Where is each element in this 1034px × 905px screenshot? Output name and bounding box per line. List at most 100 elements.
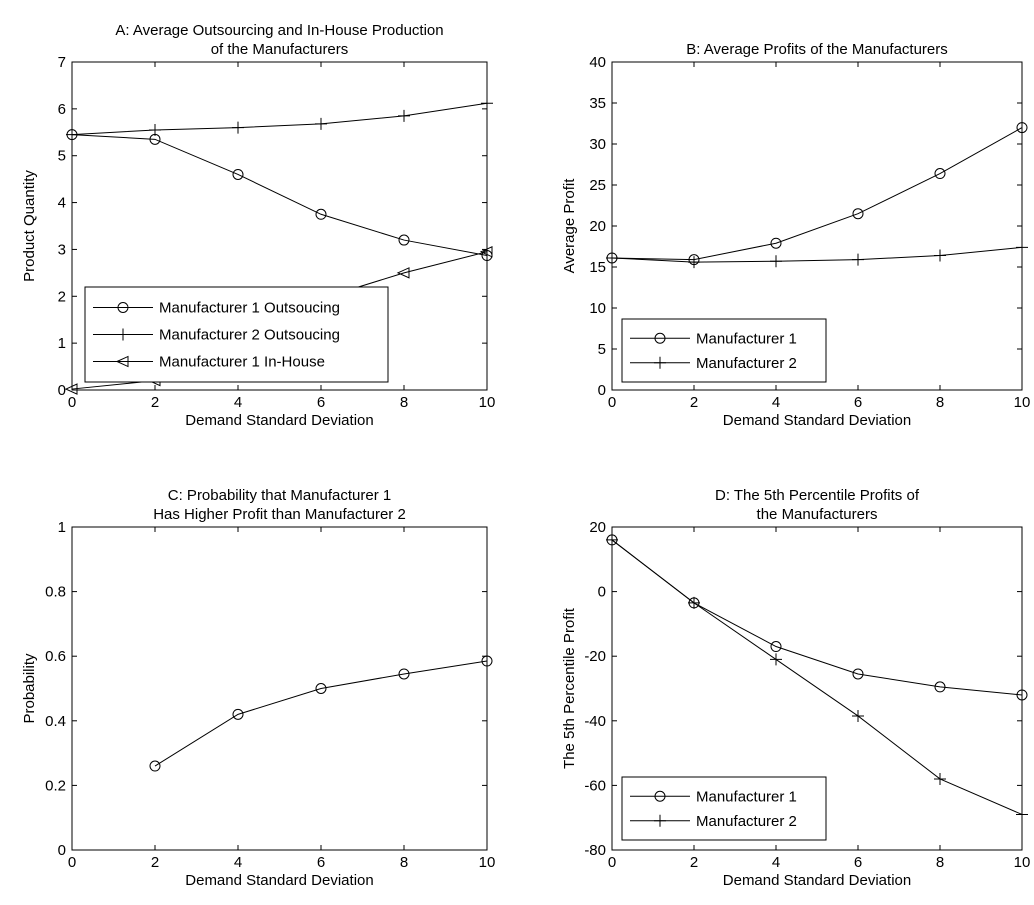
x-tick-label: 0 bbox=[68, 394, 76, 411]
data-point-marker bbox=[852, 709, 864, 722]
x-tick-label: 4 bbox=[772, 854, 780, 871]
data-point-marker bbox=[934, 681, 946, 693]
series-1 bbox=[606, 122, 1028, 266]
x-tick-label: 10 bbox=[1014, 394, 1031, 411]
y-tick-label: 4 bbox=[58, 195, 66, 212]
axes-frame bbox=[611, 526, 1023, 851]
data-point-marker bbox=[315, 208, 327, 220]
y-tick-label: 0 bbox=[598, 382, 606, 399]
data-point-marker bbox=[688, 256, 700, 269]
series-2 bbox=[66, 97, 493, 141]
axes-frame bbox=[71, 526, 488, 851]
legend-label: Manufacturer 2 bbox=[696, 813, 797, 830]
y-tick-label: 20 bbox=[589, 218, 606, 235]
y-tick-label: 2 bbox=[58, 288, 66, 305]
x-tick-label: 2 bbox=[151, 854, 159, 871]
y-tick-label: 3 bbox=[58, 241, 66, 258]
y-tick-label: 5 bbox=[598, 341, 606, 358]
y-tick-label: 25 bbox=[589, 177, 606, 194]
y-axis-label: Product Quantity bbox=[21, 170, 38, 282]
data-point-marker bbox=[606, 251, 618, 264]
y-tick-label: 40 bbox=[589, 54, 606, 71]
data-point-marker bbox=[852, 208, 864, 220]
chart-title-line: D: The 5th Percentile Profits of bbox=[715, 487, 920, 504]
legend: Manufacturer 1 Manufacturer 2 bbox=[621, 318, 827, 383]
data-point-marker bbox=[852, 668, 864, 680]
series-2 bbox=[606, 533, 1028, 821]
x-tick-label: 4 bbox=[234, 854, 242, 871]
series-line bbox=[154, 660, 488, 767]
legend-label: Manufacturer 1 Outsoucing bbox=[159, 300, 340, 317]
chart-title-line: the Manufacturers bbox=[757, 506, 878, 523]
data-point-marker bbox=[398, 109, 410, 122]
legend: Manufacturer 1 Manufacturer 2 bbox=[621, 776, 827, 841]
data-point-marker bbox=[688, 596, 700, 609]
x-tick-label: 2 bbox=[151, 394, 159, 411]
series-line bbox=[611, 246, 1023, 263]
y-tick-label: 35 bbox=[589, 95, 606, 112]
y-tick-label: 0 bbox=[58, 842, 66, 859]
data-point-marker bbox=[770, 641, 782, 653]
legend-marker bbox=[117, 302, 129, 313]
y-tick-label: -40 bbox=[584, 713, 606, 730]
x-tick-label: 8 bbox=[936, 854, 944, 871]
legend-marker bbox=[654, 332, 666, 344]
x-tick-label: 6 bbox=[854, 854, 862, 871]
data-point-marker bbox=[481, 97, 493, 110]
series-1 bbox=[149, 655, 493, 772]
x-tick-label: 10 bbox=[479, 394, 496, 411]
data-point-marker bbox=[232, 121, 244, 134]
series-1 bbox=[66, 129, 493, 262]
x-axis-label: Demand Standard Deviation bbox=[723, 872, 911, 889]
legend-marker bbox=[654, 814, 666, 827]
data-point-marker bbox=[1016, 808, 1028, 821]
y-tick-label: 0.4 bbox=[45, 713, 66, 730]
y-tick-label: 15 bbox=[589, 259, 606, 276]
y-tick-label: 7 bbox=[58, 54, 66, 71]
legend-label: Manufacturer 2 bbox=[696, 355, 797, 372]
chart-title-line: B: Average Profits of the Manufacturers bbox=[686, 41, 948, 58]
series-line bbox=[71, 102, 488, 136]
chart-panel-a: A: Average Outsourcing and In-House Prod… bbox=[21, 22, 495, 429]
y-axis-label: The 5th Percentile Profit bbox=[561, 607, 578, 769]
series-line bbox=[611, 539, 1023, 696]
legend-marker bbox=[115, 355, 129, 368]
data-point-marker bbox=[606, 533, 618, 546]
x-tick-label: 8 bbox=[400, 394, 408, 411]
x-axis-label: Demand Standard Deviation bbox=[723, 412, 911, 429]
chart-panel-d: D: The 5th Percentile Profits of the Manu… bbox=[561, 487, 1030, 889]
x-tick-label: 6 bbox=[317, 394, 325, 411]
legend-label: Manufacturer 2 Outsoucing bbox=[159, 327, 340, 344]
chart-title-line: of the Manufacturers bbox=[211, 41, 349, 58]
y-tick-label: 0 bbox=[58, 382, 66, 399]
y-tick-label: 6 bbox=[58, 101, 66, 118]
data-point-marker bbox=[479, 245, 493, 258]
series-2 bbox=[606, 241, 1028, 269]
x-tick-label: 0 bbox=[608, 854, 616, 871]
y-tick-label: 5 bbox=[58, 148, 66, 165]
y-tick-label: 30 bbox=[589, 136, 606, 153]
x-axis-label: Demand Standard Deviation bbox=[185, 412, 373, 429]
y-tick-label: 0.6 bbox=[45, 648, 66, 665]
chart-title-line: A: Average Outsourcing and In-House Prod… bbox=[115, 22, 443, 39]
data-point-marker bbox=[934, 249, 946, 262]
x-axis-label: Demand Standard Deviation bbox=[185, 872, 373, 889]
series-1 bbox=[606, 534, 1028, 701]
x-tick-label: 4 bbox=[234, 394, 242, 411]
data-point-marker bbox=[934, 168, 946, 180]
chart-panel-b: B: Average Profits of the Manufacturers 0… bbox=[561, 41, 1030, 429]
data-point-marker bbox=[398, 668, 410, 680]
x-tick-label: 10 bbox=[1014, 854, 1031, 871]
y-tick-label: 10 bbox=[589, 300, 606, 317]
series-line bbox=[611, 539, 1023, 815]
data-point-marker bbox=[934, 772, 946, 785]
data-point-marker bbox=[315, 117, 327, 130]
y-tick-label: 0.2 bbox=[45, 777, 66, 794]
data-point-marker bbox=[232, 708, 244, 720]
chart-title-line: C: Probability that Manufacturer 1 bbox=[168, 487, 391, 504]
legend-box bbox=[621, 776, 827, 841]
series-line bbox=[71, 134, 488, 257]
data-point-marker bbox=[396, 267, 410, 279]
